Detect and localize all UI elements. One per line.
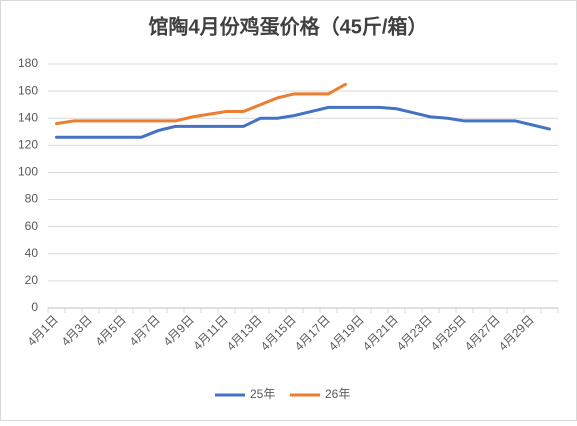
y-tick-label: 20 [25, 273, 39, 287]
y-tick-label: 0 [31, 300, 38, 314]
y-tick-label: 100 [18, 165, 38, 179]
y-tick-label: 140 [18, 110, 38, 124]
y-tick-label: 40 [25, 246, 39, 260]
line-series [55, 82, 347, 126]
y-tick-label: 120 [18, 138, 38, 152]
y-tick-label: 60 [25, 219, 39, 233]
legend-label: 26年 [325, 387, 350, 401]
line-series [55, 105, 551, 139]
y-tick-label: 160 [18, 83, 38, 97]
y-tick-label: 80 [25, 192, 39, 206]
legend-label: 25年 [250, 387, 275, 401]
chart-title: 馆陶4月份鸡蛋价格（45斤/箱） [149, 14, 428, 38]
y-tick-label: 180 [18, 56, 38, 70]
